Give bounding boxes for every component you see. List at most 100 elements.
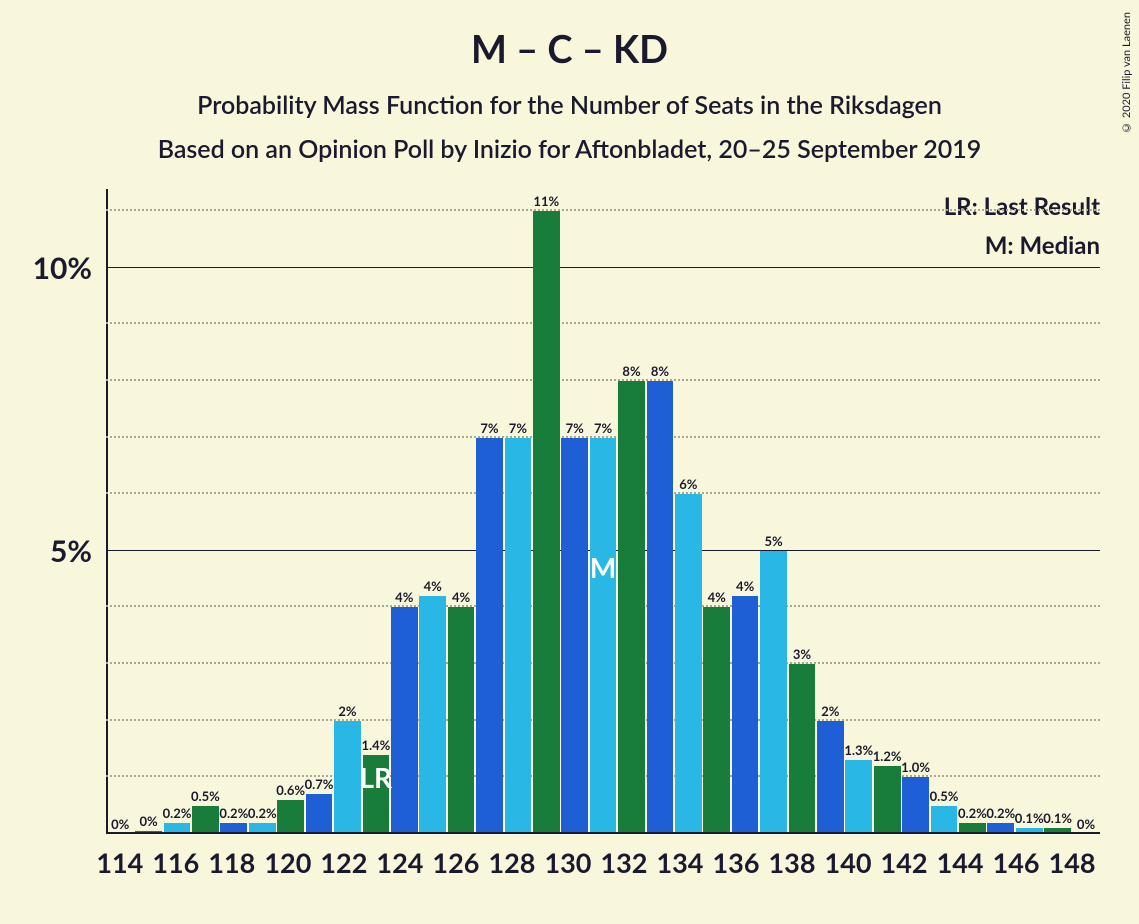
bar-value-label: 0.2% <box>958 805 987 821</box>
bar-value-label: 0.2% <box>163 805 192 821</box>
bar-slot: 1.3% <box>845 194 873 834</box>
bar-slot: 6% <box>674 194 702 834</box>
bar-value-label: 0.7% <box>305 776 334 792</box>
bar: 4% <box>419 596 446 834</box>
y-tick-label: 5% <box>50 533 106 569</box>
chart-area: LR: Last Result M: Median 5%10% 0%0%0.2%… <box>106 194 1100 834</box>
bar-slot: 0.2% <box>163 194 191 834</box>
bar-slot: 4% <box>447 194 475 834</box>
bar-slot: 3% <box>788 194 816 834</box>
bar-slot: 7% <box>561 194 589 834</box>
bar-value-label: 7% <box>566 420 584 436</box>
x-tick-label: 142 <box>876 846 932 879</box>
bar-slot: 4% <box>390 194 418 834</box>
bar: 0.7% <box>306 794 333 834</box>
bar-value-label: 4% <box>452 589 470 605</box>
bar: 7% <box>590 438 617 834</box>
bar: 3% <box>789 664 816 834</box>
bar-value-label: 0.2% <box>219 805 248 821</box>
bar: 4% <box>732 596 759 834</box>
bar-slot: 0.5% <box>930 194 958 834</box>
bar-slot: 7% <box>475 194 503 834</box>
bar-value-label: 0.2% <box>248 805 277 821</box>
plot-region: 5%10% 0%0%0.2%0.5%0.2%0.2%0.6%0.7%2%1.4%… <box>106 194 1100 834</box>
bar-value-label: 3% <box>793 646 811 662</box>
bar-value-label: 2% <box>338 703 356 719</box>
bar-value-label: 4% <box>736 578 754 594</box>
bar-value-label: 0% <box>1077 816 1095 832</box>
bar-slot: 0.6% <box>276 194 304 834</box>
bar: 0.5% <box>192 806 219 834</box>
bar: 8% <box>618 381 645 834</box>
bar-slot: 0.1% <box>1015 194 1043 834</box>
bar: 0.6% <box>277 800 304 834</box>
bar: 5% <box>760 551 787 834</box>
bar-value-label: 1.3% <box>844 742 873 758</box>
bar-value-label: 8% <box>651 363 669 379</box>
bar-slot: 7% <box>504 194 532 834</box>
bar-slot: 1.4% <box>362 194 390 834</box>
bar-value-label: 2% <box>821 703 839 719</box>
bar-slot: 11% <box>532 194 560 834</box>
bar-slot: 2% <box>816 194 844 834</box>
x-tick-label: 136 <box>708 846 764 879</box>
bar: 11% <box>533 211 560 834</box>
x-tick-label: 122 <box>316 846 372 879</box>
chart-title: M – C – KD <box>0 0 1139 72</box>
bar-slot: 8% <box>617 194 645 834</box>
bar-slot: 2% <box>333 194 361 834</box>
x-tick-label: 140 <box>820 846 876 879</box>
x-tick-label: 126 <box>428 846 484 879</box>
bar: 0.5% <box>931 806 958 834</box>
bar: 8% <box>647 381 674 834</box>
bar-slot: 5% <box>759 194 787 834</box>
bar-value-label: 7% <box>594 420 612 436</box>
bar-value-label: 1.4% <box>361 737 390 753</box>
x-tick-label: 132 <box>596 846 652 879</box>
x-axis <box>106 832 1100 834</box>
chart-subtitle-1: Probability Mass Function for the Number… <box>0 90 1139 120</box>
y-tick-label: 10% <box>33 250 106 286</box>
bar-value-label: 1.2% <box>873 748 902 764</box>
bar: 4% <box>448 607 475 834</box>
bar: 1.4% <box>363 755 390 834</box>
bar-value-label: 0.5% <box>191 788 220 804</box>
x-tick-label: 146 <box>988 846 1044 879</box>
bar: 7% <box>505 438 532 834</box>
bar-value-label: 0.5% <box>930 788 959 804</box>
bar-slot: 0.2% <box>220 194 248 834</box>
x-tick-label: 134 <box>652 846 708 879</box>
bar-slot: 0% <box>106 194 134 834</box>
bars-container: 0%0%0.2%0.5%0.2%0.2%0.6%0.7%2%1.4%4%4%4%… <box>106 194 1100 834</box>
bar: 1.3% <box>845 760 872 834</box>
bar: 4% <box>391 607 418 834</box>
bar: 2% <box>334 721 361 834</box>
copyright-label: © 2020 Filip van Laenen <box>1120 12 1133 134</box>
x-tick-label: 114 <box>92 846 148 879</box>
bar-value-label: 8% <box>622 363 640 379</box>
bar: 4% <box>703 607 730 834</box>
bar-value-label: 7% <box>480 420 498 436</box>
bar: 1.0% <box>902 777 929 834</box>
bar-value-label: 0.2% <box>986 805 1015 821</box>
bar-slot: 0.5% <box>191 194 219 834</box>
bar-value-label: 11% <box>533 193 559 209</box>
bar-value-label: 4% <box>708 589 726 605</box>
bar-value-label: 0.1% <box>1015 810 1044 826</box>
bar-value-label: 0% <box>140 813 158 829</box>
x-tick-label: 128 <box>484 846 540 879</box>
bar-value-label: 0% <box>111 816 129 832</box>
x-tick-label: 144 <box>932 846 988 879</box>
bar-slot: 0.2% <box>987 194 1015 834</box>
x-tick-label: 130 <box>540 846 596 879</box>
bar-slot: 7% <box>589 194 617 834</box>
bar-slot: 0.7% <box>305 194 333 834</box>
bar-slot: 1.2% <box>873 194 901 834</box>
x-tick-label: 148 <box>1044 846 1100 879</box>
x-tick-label: 116 <box>148 846 204 879</box>
bar-value-label: 0.6% <box>276 782 305 798</box>
x-tick-label: 124 <box>372 846 428 879</box>
bar-slot: 4% <box>703 194 731 834</box>
bar-slot: 0.2% <box>248 194 276 834</box>
bar-slot: 8% <box>646 194 674 834</box>
